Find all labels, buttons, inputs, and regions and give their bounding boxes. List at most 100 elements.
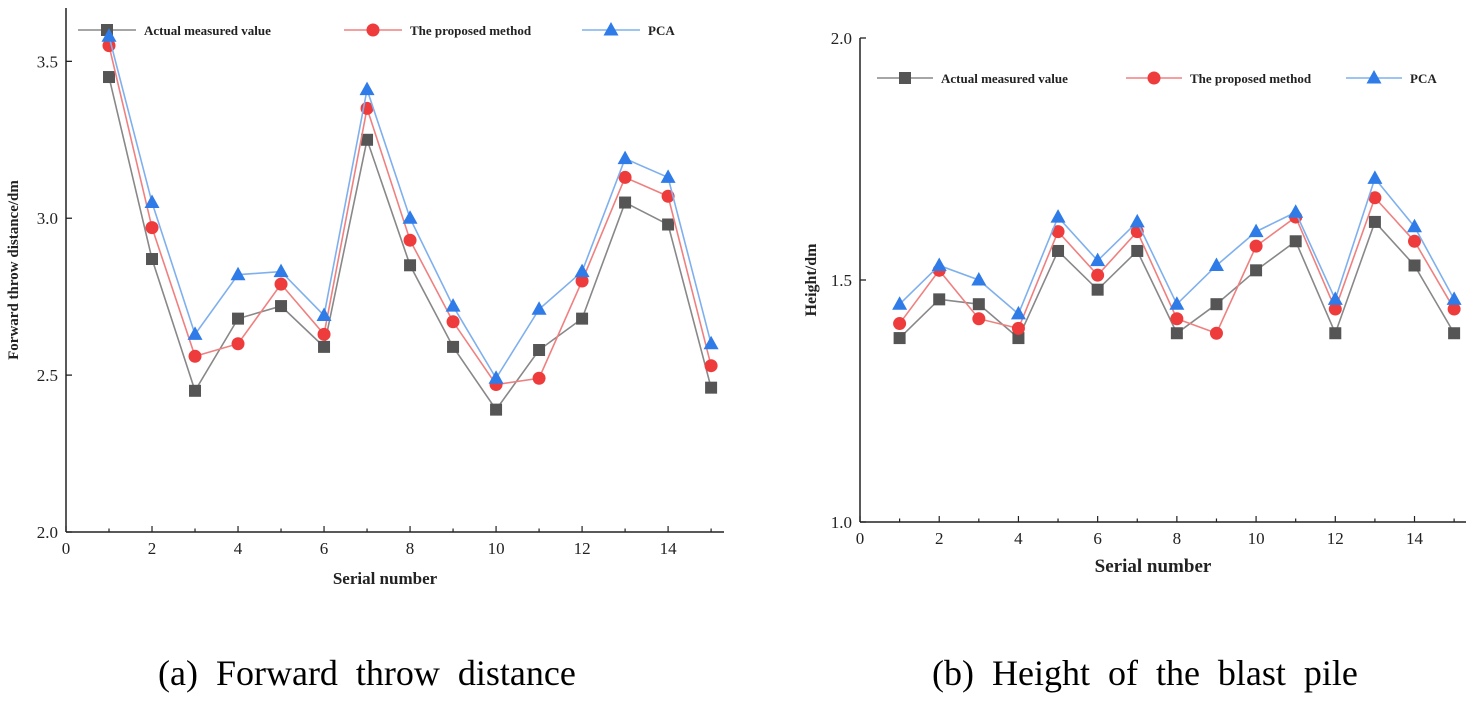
data-point bbox=[1289, 235, 1302, 248]
data-point bbox=[574, 263, 590, 278]
data-point bbox=[445, 298, 461, 312]
x-tick-label: 14 bbox=[660, 539, 678, 558]
data-point bbox=[1407, 218, 1423, 233]
series-circle bbox=[893, 191, 1461, 340]
legend-entry: PCA bbox=[1346, 70, 1437, 86]
data-point bbox=[146, 253, 159, 266]
legend-label: Actual measured value bbox=[941, 71, 1068, 86]
y-tick-label: 3.0 bbox=[37, 209, 58, 228]
data-point bbox=[446, 315, 460, 329]
data-point bbox=[1011, 321, 1025, 335]
legend-entry: The proposed method bbox=[344, 23, 532, 38]
data-point bbox=[1050, 209, 1066, 223]
data-point bbox=[931, 257, 947, 271]
data-point bbox=[1012, 332, 1025, 345]
data-point bbox=[576, 312, 589, 325]
data-point bbox=[187, 326, 203, 340]
x-tick-label: 10 bbox=[488, 539, 505, 558]
legend-entry: Actual measured value bbox=[877, 71, 1068, 86]
y-tick-label: 2.5 bbox=[37, 366, 58, 385]
data-point bbox=[1368, 215, 1381, 228]
x-tick-label: 6 bbox=[320, 539, 329, 558]
x-tick-label: 4 bbox=[1014, 529, 1023, 548]
data-point bbox=[1328, 302, 1342, 316]
data-point bbox=[403, 233, 417, 247]
data-point bbox=[1010, 305, 1026, 320]
legend-label: The proposed method bbox=[410, 23, 532, 38]
data-point bbox=[893, 332, 906, 345]
series-triangle bbox=[892, 170, 1462, 320]
x-tick-label: 8 bbox=[1173, 529, 1182, 548]
y-tick-label: 2.0 bbox=[831, 29, 852, 48]
legend-entry: Actual measured value bbox=[78, 23, 271, 38]
legend-label: The proposed method bbox=[1190, 71, 1312, 86]
data-point bbox=[893, 317, 907, 331]
data-point bbox=[1169, 296, 1185, 310]
data-point bbox=[490, 403, 503, 416]
data-point bbox=[145, 221, 159, 235]
caption-a: (a) Forward throw distance bbox=[158, 653, 576, 693]
data-point bbox=[361, 133, 374, 146]
legend-marker bbox=[366, 23, 380, 37]
x-tick-label: 0 bbox=[62, 539, 71, 558]
data-point bbox=[662, 218, 675, 231]
data-point bbox=[402, 210, 418, 224]
chart-a: 2.0 2.5 3.0 3.5 0 2 4 6 8 10 12 14 Serial number Forw… bbox=[6, 8, 724, 588]
data-point bbox=[1052, 244, 1065, 257]
data-point bbox=[1208, 257, 1224, 271]
data-point bbox=[1051, 225, 1065, 239]
data-point bbox=[317, 327, 331, 341]
data-point bbox=[230, 266, 246, 281]
data-point bbox=[705, 381, 718, 394]
x-tick-label: 4 bbox=[234, 539, 243, 558]
x-axis-title: Serial number bbox=[333, 569, 438, 588]
legend-label: PCA bbox=[648, 23, 675, 38]
data-point bbox=[188, 349, 202, 363]
data-point bbox=[1131, 244, 1144, 257]
data-point bbox=[533, 344, 546, 357]
caption-b: (b) Height of the blast pile bbox=[932, 653, 1358, 693]
data-point bbox=[103, 71, 116, 84]
data-point bbox=[618, 170, 632, 184]
x-tick-label: 12 bbox=[1327, 529, 1344, 548]
data-point bbox=[972, 298, 985, 311]
legend-marker bbox=[899, 72, 911, 84]
data-point bbox=[275, 300, 288, 313]
data-point bbox=[933, 293, 946, 306]
data-point bbox=[892, 296, 908, 310]
data-point bbox=[1446, 291, 1462, 305]
data-point bbox=[1170, 327, 1183, 340]
data-point bbox=[1090, 252, 1106, 267]
data-point bbox=[1209, 326, 1223, 340]
data-point bbox=[231, 337, 245, 351]
x-tick-label: 14 bbox=[1406, 529, 1424, 548]
data-point bbox=[1248, 223, 1264, 238]
data-point bbox=[1329, 327, 1342, 340]
data-point bbox=[274, 277, 288, 291]
y-tick-label: 1.0 bbox=[831, 513, 852, 532]
data-point bbox=[273, 263, 289, 278]
data-point bbox=[488, 370, 504, 384]
legend-entry: The proposed method bbox=[1126, 71, 1312, 86]
data-point bbox=[1288, 204, 1304, 218]
data-point bbox=[575, 274, 589, 288]
x-tick-label: 0 bbox=[856, 529, 865, 548]
data-point bbox=[316, 307, 332, 321]
data-point bbox=[703, 335, 719, 350]
x-tick-label: 8 bbox=[406, 539, 415, 558]
data-point bbox=[1448, 327, 1461, 340]
data-point bbox=[189, 384, 202, 397]
data-point bbox=[1447, 302, 1461, 316]
series-square bbox=[893, 215, 1461, 345]
y-tick-label: 3.5 bbox=[37, 52, 58, 71]
y-tick-label: 2.0 bbox=[37, 523, 58, 542]
data-point bbox=[1368, 191, 1382, 205]
data-point bbox=[532, 371, 546, 385]
chart-b: 1.0 1.5 2.0 0 2 4 6 8 10 12 14 Serial number Height/… bbox=[803, 29, 1466, 577]
data-point bbox=[1367, 170, 1383, 184]
data-point bbox=[1408, 259, 1421, 272]
legend-label: PCA bbox=[1410, 71, 1437, 86]
data-point bbox=[318, 340, 331, 353]
x-axis-title: Serial number bbox=[1095, 556, 1212, 577]
